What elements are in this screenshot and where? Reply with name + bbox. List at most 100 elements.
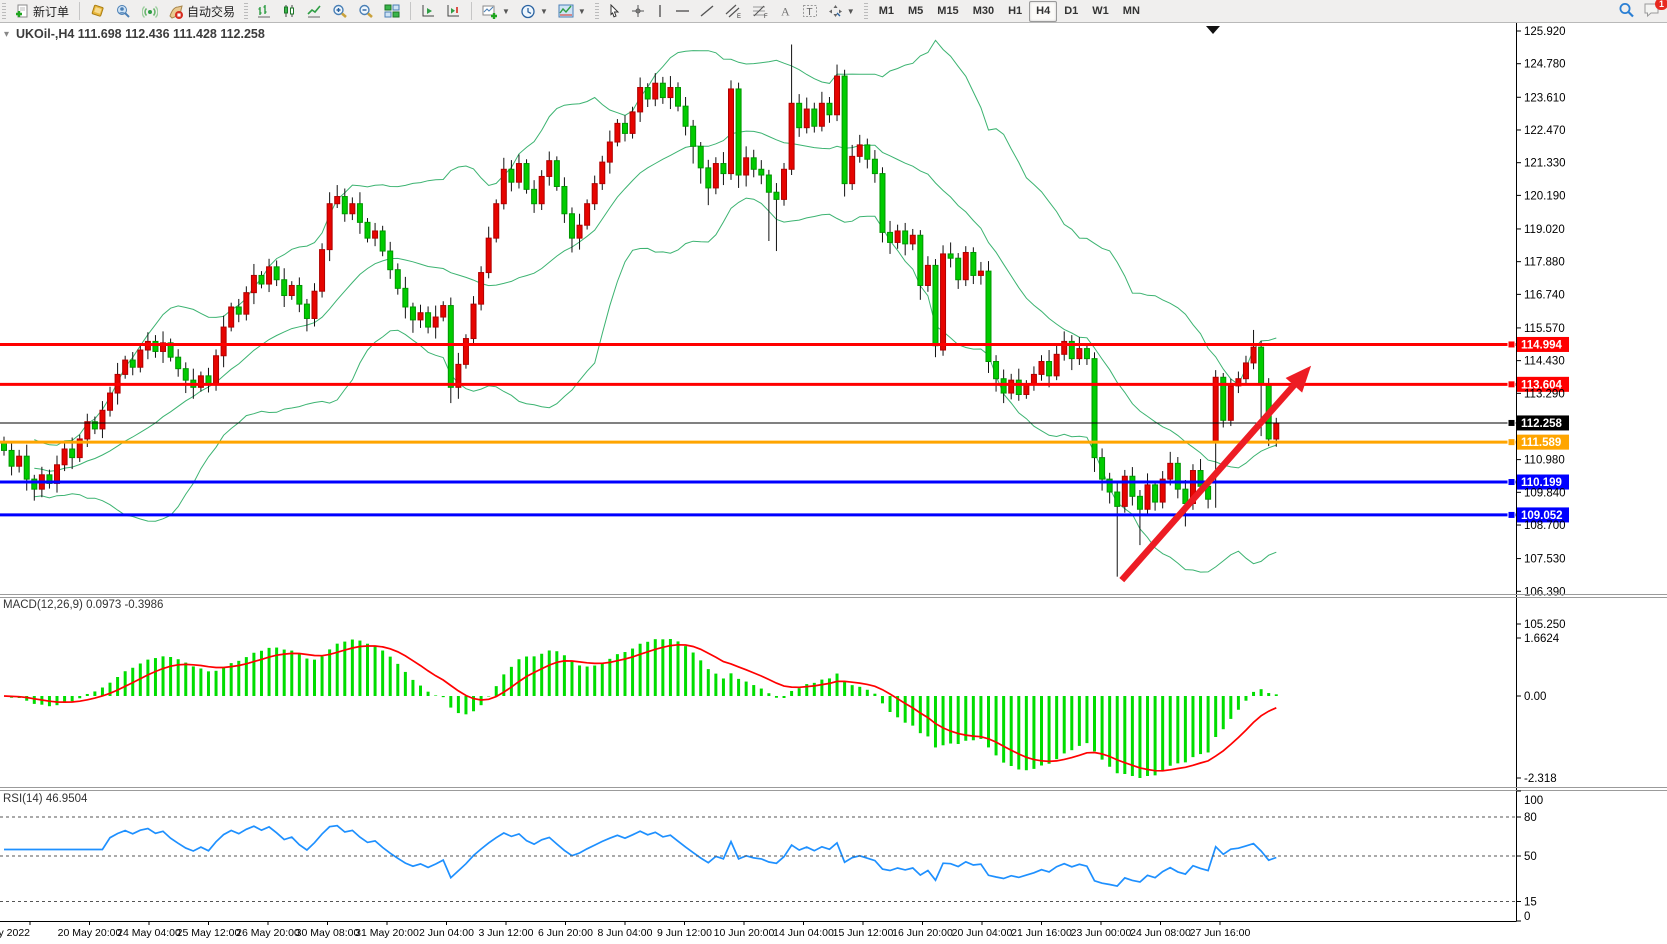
svg-text:A: A: [781, 5, 790, 19]
svg-text:F: F: [764, 14, 768, 19]
fibonacci-button[interactable]: F: [747, 0, 774, 22]
time-axis-label: 23 Jun 00:00: [1071, 927, 1132, 939]
indicators-icon: [482, 4, 498, 19]
zoom-out-icon: [358, 4, 374, 19]
trend-arrow[interactable]: [1119, 378, 1301, 583]
svg-text:E: E: [737, 14, 741, 19]
crosshair-button[interactable]: [626, 0, 650, 22]
new-order-icon: [15, 4, 30, 19]
time-axis-label: 14 Jun 04:00: [773, 927, 834, 939]
svg-text:50: 50: [1524, 851, 1537, 863]
time-axis-label: 9 May 2022: [0, 927, 30, 939]
autotrade-button[interactable]: 自动交易: [163, 0, 240, 22]
toolbar-grip[interactable]: [863, 3, 868, 19]
bar-chart-button[interactable]: [252, 0, 277, 22]
chart-shift-button[interactable]: [441, 0, 466, 22]
svg-text:105.250: 105.250: [1524, 619, 1566, 631]
indicators-button[interactable]: ▼: [477, 0, 515, 22]
signals-icon: [142, 4, 159, 19]
timeframe-mn[interactable]: MN: [1122, 5, 1140, 17]
svg-text:107.530: 107.530: [1524, 554, 1566, 566]
svg-text:114.430: 114.430: [1524, 356, 1565, 368]
timeframe-m30[interactable]: M30: [972, 5, 995, 17]
svg-text:111.589: 111.589: [1521, 437, 1561, 449]
search-icon[interactable]: [1618, 2, 1635, 21]
arrows-button[interactable]: ▼: [823, 0, 860, 22]
svg-text:125.920: 125.920: [1524, 26, 1566, 38]
new-chart-button[interactable]: [85, 0, 111, 22]
zoom-in-button[interactable]: [327, 0, 353, 22]
svg-text:108.700: 108.700: [1524, 520, 1566, 532]
market-watch-button[interactable]: [111, 0, 137, 22]
cursor-button[interactable]: [603, 0, 626, 22]
timeframe-h4[interactable]: H4: [1029, 0, 1058, 22]
svg-text:119.020: 119.020: [1524, 224, 1565, 236]
time-axis-label: 24 May 04:00: [117, 927, 181, 939]
crosshair-icon: [631, 4, 645, 18]
channel-button[interactable]: E: [720, 0, 747, 22]
text-button[interactable]: A: [774, 0, 797, 22]
svg-text:117.880: 117.880: [1524, 257, 1565, 269]
time-axis-label: 27 Jun 16:00: [1190, 927, 1251, 939]
line-chart-button[interactable]: [302, 0, 327, 22]
timeframe-h1[interactable]: H1: [1008, 5, 1023, 17]
notification-badge: 1: [1654, 0, 1667, 10]
line-chart-icon: [307, 4, 322, 18]
chevron-down-icon: ▼: [577, 6, 586, 16]
svg-text:120.190: 120.190: [1524, 190, 1566, 202]
svg-text:112.258: 112.258: [1521, 418, 1563, 430]
timeframe-d1[interactable]: D1: [1064, 5, 1079, 17]
timeframe-w1[interactable]: W1: [1092, 5, 1109, 17]
timeframe-m15[interactable]: M15: [937, 5, 959, 17]
signals-button[interactable]: [137, 0, 163, 22]
time-axis-label: 25 May 12:00: [177, 927, 241, 939]
chart-shift-icon: [446, 4, 461, 18]
arrows-icon: [828, 4, 843, 18]
vline-button[interactable]: [650, 0, 670, 22]
chat-button[interactable]: 1: [1643, 0, 1667, 21]
time-axis-label: 20 Jun 04:00: [952, 927, 1013, 939]
autotrade-icon: [168, 4, 184, 19]
time-axis-label: 9 Jun 12:00: [657, 927, 712, 939]
chart-shift-marker: [1206, 26, 1220, 34]
timeframe-m5[interactable]: M5: [908, 5, 924, 17]
market-watch-icon: [116, 4, 132, 19]
toolbar-grip[interactable]: [594, 3, 599, 19]
svg-text:109.052: 109.052: [1521, 510, 1563, 522]
time-axis-label: 2 Jun 04:00: [419, 927, 474, 939]
templates-icon: [558, 4, 574, 18]
svg-text:1.6624: 1.6624: [1524, 633, 1560, 645]
svg-text:114.994: 114.994: [1521, 339, 1563, 351]
toolbar-grip[interactable]: [2, 3, 6, 19]
autotrade-label: 自动交易: [187, 4, 236, 19]
candle-chart-button[interactable]: [277, 0, 302, 22]
svg-text:110.980: 110.980: [1524, 455, 1565, 467]
time-axis-label: 8 Jun 04:00: [598, 927, 653, 939]
auto-scroll-button[interactable]: [416, 0, 441, 22]
channel-icon: E: [725, 4, 742, 19]
new-chart-icon: [90, 4, 106, 18]
toolbar-grip[interactable]: [244, 3, 249, 19]
toolbar-separator: [410, 2, 412, 20]
timeframe-m1[interactable]: M1: [878, 5, 894, 17]
chart-title: UKOil-,H4 111.698 112.436 111.428 112.25…: [16, 27, 265, 41]
svg-text:100: 100: [1524, 795, 1543, 807]
label-button[interactable]: T: [797, 0, 823, 22]
templates-button[interactable]: ▼: [553, 0, 591, 22]
svg-text:T: T: [806, 7, 812, 18]
time-axis-label: 21 Jun 16:00: [1011, 927, 1072, 939]
zoom-out-button[interactable]: [353, 0, 379, 22]
svg-text:106.390: 106.390: [1524, 586, 1566, 598]
trendline-button[interactable]: [695, 0, 720, 22]
time-axis-label: 24 Jun 08:00: [1130, 927, 1191, 939]
vline-icon: [655, 4, 665, 18]
tile-windows-button[interactable]: [379, 0, 405, 22]
periods-button[interactable]: ▼: [515, 0, 553, 22]
zoom-in-icon: [332, 4, 348, 19]
time-axis-label: 3 Jun 12:00: [479, 927, 534, 939]
main-toolbar: 新订单 自动交易 ▼ ▼ ▼ E F A: [0, 0, 1667, 23]
new-order-button[interactable]: 新订单: [10, 0, 74, 22]
hline-button[interactable]: [670, 0, 695, 22]
